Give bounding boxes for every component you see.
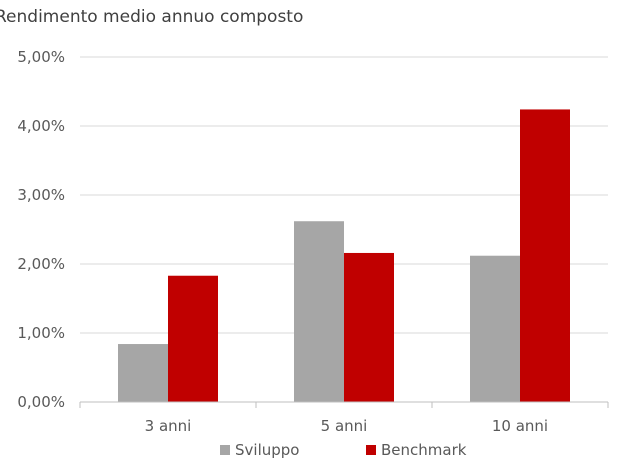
y-axis-tick-labels: 0,00% 1,00% 2,00% 3,00% 4,00% 5,00% <box>17 48 65 411</box>
legend-swatch-sviluppo <box>220 445 230 455</box>
y-tick-label: 4,00% <box>17 117 65 135</box>
bar-benchmark-5-anni <box>344 253 394 402</box>
bar-sviluppo-5-anni <box>294 221 344 402</box>
legend-label-sviluppo: Sviluppo <box>235 441 299 459</box>
chart-title: Rendimento medio annuo composto <box>0 7 303 27</box>
legend-label-benchmark: Benchmark <box>381 441 467 459</box>
x-axis <box>80 402 608 408</box>
bar-sviluppo-3-anni <box>118 344 168 402</box>
y-tick-label: 0,00% <box>17 393 65 411</box>
bar-sviluppo-10-anni <box>470 256 520 402</box>
bar-benchmark-10-anni <box>520 109 570 402</box>
x-category-label: 10 anni <box>492 417 548 435</box>
bars <box>118 109 570 402</box>
y-tick-label: 2,00% <box>17 255 65 273</box>
y-tick-label: 1,00% <box>17 324 65 342</box>
x-category-label: 5 anni <box>321 417 368 435</box>
bar-benchmark-3-anni <box>168 276 218 402</box>
x-axis-category-labels: 3 anni 5 anni 10 anni <box>145 417 548 435</box>
legend-swatch-benchmark <box>366 445 376 455</box>
legend: Sviluppo Benchmark <box>220 441 467 459</box>
y-tick-label: 3,00% <box>17 186 65 204</box>
y-tick-label: 5,00% <box>17 48 65 66</box>
x-category-label: 3 anni <box>145 417 192 435</box>
